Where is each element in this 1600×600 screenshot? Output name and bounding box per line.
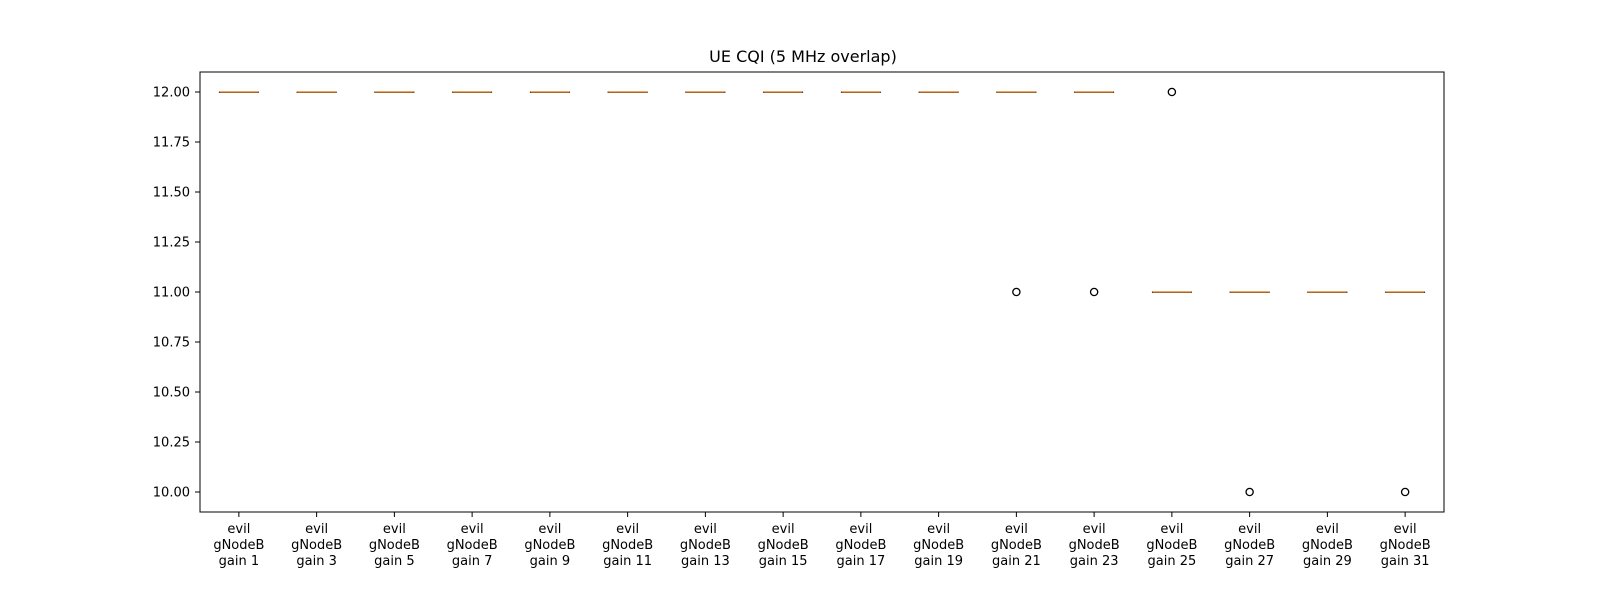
box-plot-group xyxy=(296,91,337,93)
box-plot-group xyxy=(374,91,415,93)
y-axis: 10.00 10.25 10.50 10.75 11.00 11.25 11.50 11.75… xyxy=(153,86,200,501)
x-tick-label: evil gNodeB gain 25 xyxy=(1146,522,1197,569)
y-tick-label: 12.00 xyxy=(153,86,190,101)
y-tick-label: 10.00 xyxy=(153,486,190,501)
box-plot-group xyxy=(452,91,493,93)
x-tick-label: evil gNodeB gain 31 xyxy=(1380,522,1431,569)
box-plot-group xyxy=(918,91,959,93)
y-tick-label: 10.50 xyxy=(153,386,190,401)
x-tick-label: evil gNodeB gain 7 xyxy=(447,522,498,569)
outlier-point xyxy=(1400,487,1410,497)
x-tick-label: evil gNodeB gain 27 xyxy=(1224,522,1275,569)
x-tick-label: evil gNodeB gain 21 xyxy=(991,522,1042,569)
x-tick-label: evil gNodeB gain 3 xyxy=(291,522,342,569)
box-plot-group xyxy=(607,91,648,93)
box-plot-group xyxy=(218,91,259,93)
outlier-point xyxy=(1245,487,1254,497)
y-tick-label: 10.25 xyxy=(153,436,190,451)
y-tick-label: 11.75 xyxy=(153,136,190,151)
x-tick-label: evil gNodeB gain 19 xyxy=(913,522,964,569)
x-tick-label: evil gNodeB gain 5 xyxy=(369,522,420,569)
x-tick-label: evil gNodeB gain 13 xyxy=(680,522,731,569)
y-tick-label: 10.75 xyxy=(153,336,190,351)
box-plot-group xyxy=(1385,291,1426,497)
box-plot-group xyxy=(763,91,804,93)
box-plot-group xyxy=(1229,291,1270,497)
x-tick-label: evil gNodeB gain 11 xyxy=(602,522,653,569)
plot-area xyxy=(218,87,1426,497)
x-axis: evil gNodeB gain 1 evil gNodeB gain 3 evil gNod… xyxy=(213,512,1431,569)
y-tick-label: 11.25 xyxy=(153,236,190,251)
outlier-point xyxy=(1167,87,1177,97)
y-tick-label: 11.50 xyxy=(153,186,190,201)
outlier-point xyxy=(1089,287,1099,297)
x-tick-label: evil gNodeB gain 17 xyxy=(835,522,886,569)
x-tick-label: evil gNodeB gain 9 xyxy=(524,522,575,569)
chart-title: UE CQI (5 MHz overlap) xyxy=(709,47,897,66)
box-plot-group xyxy=(1151,87,1192,293)
x-tick-label: evil gNodeB gain 23 xyxy=(1069,522,1120,569)
box-plot-group xyxy=(1074,91,1115,297)
box-plot-group xyxy=(840,91,881,93)
x-tick-label: evil gNodeB gain 1 xyxy=(213,522,264,569)
x-tick-label: evil gNodeB gain 29 xyxy=(1302,522,1353,569)
x-tick-label: evil gNodeB gain 15 xyxy=(758,522,809,569)
box-plot-group xyxy=(685,91,726,93)
box-plot-group xyxy=(1307,291,1348,293)
box-plot-group xyxy=(996,91,1037,297)
y-tick-label: 11.00 xyxy=(153,286,190,301)
outlier-point xyxy=(1012,287,1021,297)
box-plot-group xyxy=(529,91,570,93)
